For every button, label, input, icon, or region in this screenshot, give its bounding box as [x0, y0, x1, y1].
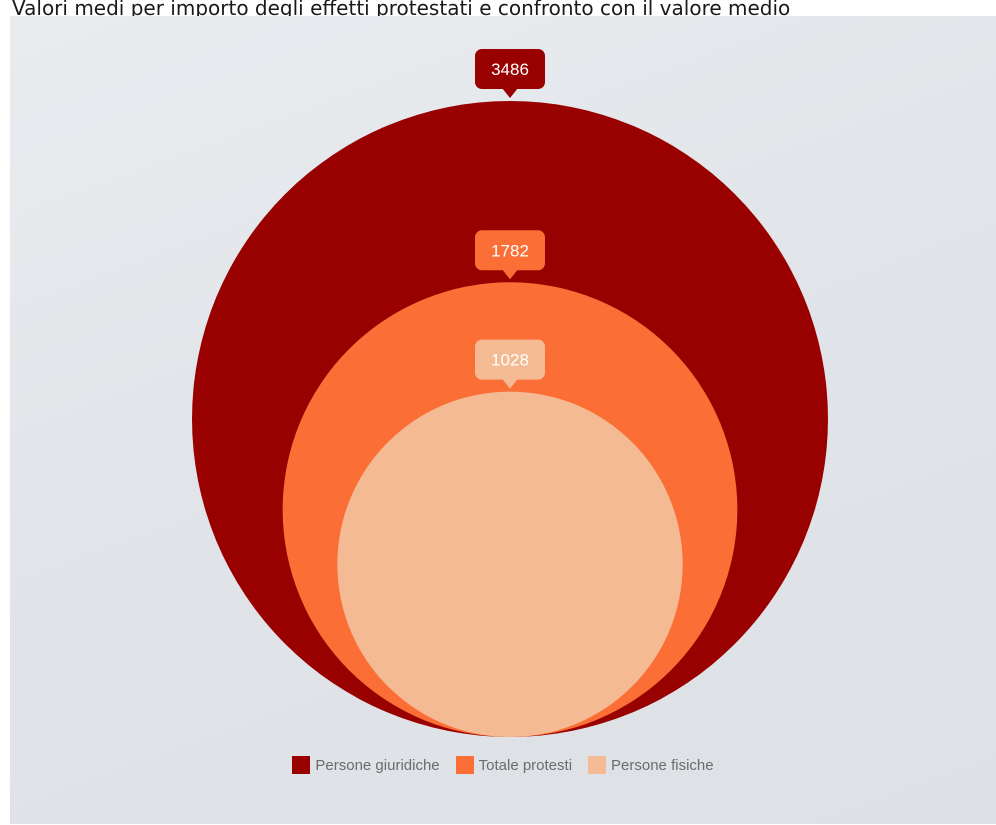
- data-label-callout: 1028: [475, 339, 545, 389]
- data-label-value: 3486: [491, 60, 529, 79]
- legend-label: Persone fisiche: [611, 756, 714, 774]
- data-label-box: [475, 49, 545, 89]
- data-label-box: [475, 230, 545, 271]
- legend-swatch: [455, 756, 474, 774]
- data-label-pointer: [502, 269, 518, 280]
- data-label-value: 1028: [491, 351, 529, 370]
- circle-persone-fisiche[interactable]: [337, 391, 683, 737]
- legend-item-persone-fisiche[interactable]: Persone fisiche: [588, 756, 714, 774]
- legend-swatch: [292, 756, 311, 774]
- page-title: Valori medi per importo degli effetti pr…: [12, 0, 791, 20]
- chart-panel: 3486 1782 1028 Persone giuridiche Totale p…: [10, 16, 996, 824]
- data-label-callout: 1782: [475, 230, 545, 280]
- legend-swatch: [588, 756, 607, 774]
- chart-legend: Persone giuridiche Totale protesti Perso…: [10, 756, 996, 774]
- legend-label: Totale protesti: [478, 756, 573, 774]
- data-label-pointer: [502, 88, 518, 98]
- nested-circle-chart: 3486 1782 1028: [192, 49, 828, 737]
- legend-label: Persone giuridiche: [315, 756, 440, 774]
- data-label-value: 1782: [491, 241, 529, 260]
- data-label-pointer: [502, 378, 518, 389]
- data-label-box: [475, 339, 545, 380]
- legend-item-persone-giuridiche[interactable]: Persone giuridiche: [292, 756, 440, 774]
- data-label-callout: 3486: [475, 49, 545, 98]
- legend-item-totale-protesti[interactable]: Totale protesti: [455, 756, 573, 774]
